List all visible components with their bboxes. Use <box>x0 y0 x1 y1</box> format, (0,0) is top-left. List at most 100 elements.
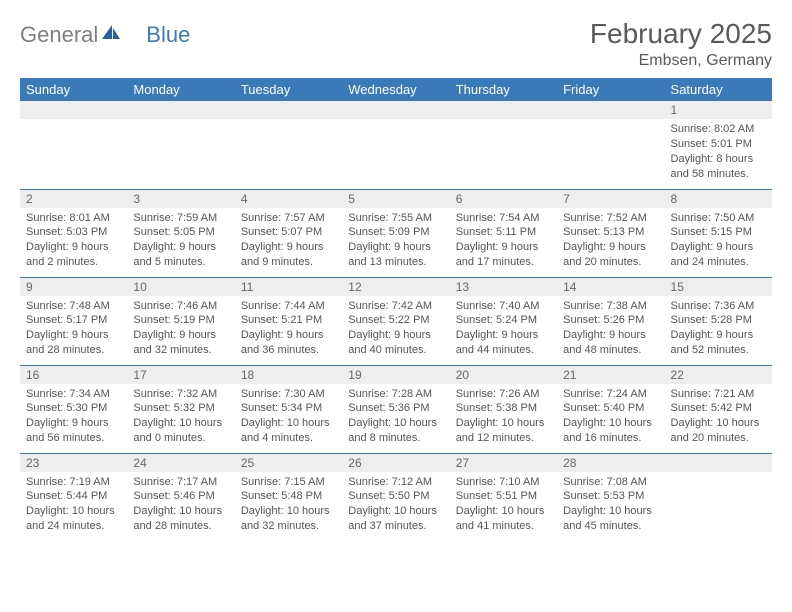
sunrise-text: Sunrise: 7:32 AM <box>133 387 228 402</box>
sunset-text: Sunset: 5:50 PM <box>348 489 443 504</box>
day-body: Sunrise: 7:40 AMSunset: 5:24 PMDaylight:… <box>450 296 557 362</box>
calendar-day-cell <box>665 453 772 541</box>
calendar-day-cell: 15Sunrise: 7:36 AMSunset: 5:28 PMDayligh… <box>665 277 772 365</box>
day-body: Sunrise: 7:32 AMSunset: 5:32 PMDaylight:… <box>127 384 234 450</box>
calendar-week-row: 9Sunrise: 7:48 AMSunset: 5:17 PMDaylight… <box>20 277 772 365</box>
day-body: Sunrise: 7:30 AMSunset: 5:34 PMDaylight:… <box>235 384 342 450</box>
daylight-text: Daylight: 9 hours and 9 minutes. <box>241 240 336 270</box>
calendar-day-cell: 24Sunrise: 7:17 AMSunset: 5:46 PMDayligh… <box>127 453 234 541</box>
sunset-text: Sunset: 5:07 PM <box>241 225 336 240</box>
empty-day-num <box>665 454 772 472</box>
daylight-text: Daylight: 9 hours and 17 minutes. <box>456 240 551 270</box>
sunset-text: Sunset: 5:24 PM <box>456 313 551 328</box>
sunset-text: Sunset: 5:38 PM <box>456 401 551 416</box>
location: Embsen, Germany <box>590 52 772 70</box>
day-body: Sunrise: 7:21 AMSunset: 5:42 PMDaylight:… <box>665 384 772 450</box>
empty-day-num <box>127 101 234 119</box>
sunrise-text: Sunrise: 7:57 AM <box>241 211 336 226</box>
day-body: Sunrise: 7:15 AMSunset: 5:48 PMDaylight:… <box>235 472 342 538</box>
day-number: 28 <box>557 454 664 472</box>
daylight-text: Daylight: 10 hours and 45 minutes. <box>563 504 658 534</box>
sunset-text: Sunset: 5:44 PM <box>26 489 121 504</box>
sunrise-text: Sunrise: 7:42 AM <box>348 299 443 314</box>
title-block: February 2025 Embsen, Germany <box>590 18 772 70</box>
calendar-day-cell: 23Sunrise: 7:19 AMSunset: 5:44 PMDayligh… <box>20 453 127 541</box>
day-number: 24 <box>127 454 234 472</box>
month-title: February 2025 <box>590 18 772 50</box>
calendar-day-cell: 2Sunrise: 8:01 AMSunset: 5:03 PMDaylight… <box>20 189 127 277</box>
calendar-day-cell: 19Sunrise: 7:28 AMSunset: 5:36 PMDayligh… <box>342 365 449 453</box>
sunset-text: Sunset: 5:05 PM <box>133 225 228 240</box>
sunset-text: Sunset: 5:40 PM <box>563 401 658 416</box>
daylight-text: Daylight: 9 hours and 13 minutes. <box>348 240 443 270</box>
calendar-day-cell: 6Sunrise: 7:54 AMSunset: 5:11 PMDaylight… <box>450 189 557 277</box>
day-body: Sunrise: 7:46 AMSunset: 5:19 PMDaylight:… <box>127 296 234 362</box>
calendar-table: SundayMondayTuesdayWednesdayThursdayFrid… <box>20 78 772 541</box>
calendar-day-cell: 13Sunrise: 7:40 AMSunset: 5:24 PMDayligh… <box>450 277 557 365</box>
day-number: 4 <box>235 190 342 208</box>
sunrise-text: Sunrise: 7:08 AM <box>563 475 658 490</box>
sunrise-text: Sunrise: 7:12 AM <box>348 475 443 490</box>
calendar-day-cell <box>20 101 127 189</box>
sunrise-text: Sunrise: 7:54 AM <box>456 211 551 226</box>
sunrise-text: Sunrise: 7:15 AM <box>241 475 336 490</box>
calendar-week-row: 1Sunrise: 8:02 AMSunset: 5:01 PMDaylight… <box>20 101 772 189</box>
day-body: Sunrise: 8:02 AMSunset: 5:01 PMDaylight:… <box>665 119 772 185</box>
sunrise-text: Sunrise: 8:01 AM <box>26 211 121 226</box>
sunrise-text: Sunrise: 7:55 AM <box>348 211 443 226</box>
day-number: 15 <box>665 278 772 296</box>
daylight-text: Daylight: 9 hours and 2 minutes. <box>26 240 121 270</box>
day-number: 19 <box>342 366 449 384</box>
sunset-text: Sunset: 5:13 PM <box>563 225 658 240</box>
calendar-day-cell: 28Sunrise: 7:08 AMSunset: 5:53 PMDayligh… <box>557 453 664 541</box>
day-number: 23 <box>20 454 127 472</box>
day-number: 8 <box>665 190 772 208</box>
day-body: Sunrise: 7:19 AMSunset: 5:44 PMDaylight:… <box>20 472 127 538</box>
day-body: Sunrise: 7:52 AMSunset: 5:13 PMDaylight:… <box>557 208 664 274</box>
sunset-text: Sunset: 5:01 PM <box>671 137 766 152</box>
day-number: 2 <box>20 190 127 208</box>
empty-day-num <box>557 101 664 119</box>
sunrise-text: Sunrise: 7:21 AM <box>671 387 766 402</box>
sunrise-text: Sunrise: 7:36 AM <box>671 299 766 314</box>
sunrise-text: Sunrise: 7:17 AM <box>133 475 228 490</box>
daylight-text: Daylight: 10 hours and 0 minutes. <box>133 416 228 446</box>
sunrise-text: Sunrise: 7:59 AM <box>133 211 228 226</box>
logo: General Blue <box>20 18 190 48</box>
empty-day-num <box>450 101 557 119</box>
day-number: 22 <box>665 366 772 384</box>
day-body: Sunrise: 7:55 AMSunset: 5:09 PMDaylight:… <box>342 208 449 274</box>
sunrise-text: Sunrise: 7:38 AM <box>563 299 658 314</box>
sunset-text: Sunset: 5:34 PM <box>241 401 336 416</box>
calendar-day-cell: 18Sunrise: 7:30 AMSunset: 5:34 PMDayligh… <box>235 365 342 453</box>
empty-day-num <box>235 101 342 119</box>
day-number: 14 <box>557 278 664 296</box>
logo-text-blue: Blue <box>146 22 190 48</box>
calendar-day-cell <box>557 101 664 189</box>
day-number: 26 <box>342 454 449 472</box>
calendar-header-row: SundayMondayTuesdayWednesdayThursdayFrid… <box>20 78 772 101</box>
daylight-text: Daylight: 10 hours and 37 minutes. <box>348 504 443 534</box>
day-body: Sunrise: 7:28 AMSunset: 5:36 PMDaylight:… <box>342 384 449 450</box>
day-body: Sunrise: 7:24 AMSunset: 5:40 PMDaylight:… <box>557 384 664 450</box>
calendar-day-cell: 22Sunrise: 7:21 AMSunset: 5:42 PMDayligh… <box>665 365 772 453</box>
daylight-text: Daylight: 10 hours and 8 minutes. <box>348 416 443 446</box>
daylight-text: Daylight: 9 hours and 32 minutes. <box>133 328 228 358</box>
weekday-header: Wednesday <box>342 78 449 101</box>
sunset-text: Sunset: 5:46 PM <box>133 489 228 504</box>
calendar-day-cell: 14Sunrise: 7:38 AMSunset: 5:26 PMDayligh… <box>557 277 664 365</box>
daylight-text: Daylight: 9 hours and 44 minutes. <box>456 328 551 358</box>
daylight-text: Daylight: 10 hours and 32 minutes. <box>241 504 336 534</box>
empty-day-num <box>342 101 449 119</box>
calendar-day-cell: 21Sunrise: 7:24 AMSunset: 5:40 PMDayligh… <box>557 365 664 453</box>
daylight-text: Daylight: 10 hours and 24 minutes. <box>26 504 121 534</box>
sunset-text: Sunset: 5:36 PM <box>348 401 443 416</box>
sunrise-text: Sunrise: 7:52 AM <box>563 211 658 226</box>
calendar-day-cell: 27Sunrise: 7:10 AMSunset: 5:51 PMDayligh… <box>450 453 557 541</box>
weekday-header: Monday <box>127 78 234 101</box>
sail-icon <box>100 23 122 48</box>
day-body: Sunrise: 7:42 AMSunset: 5:22 PMDaylight:… <box>342 296 449 362</box>
day-number: 11 <box>235 278 342 296</box>
day-number: 16 <box>20 366 127 384</box>
day-body: Sunrise: 7:12 AMSunset: 5:50 PMDaylight:… <box>342 472 449 538</box>
